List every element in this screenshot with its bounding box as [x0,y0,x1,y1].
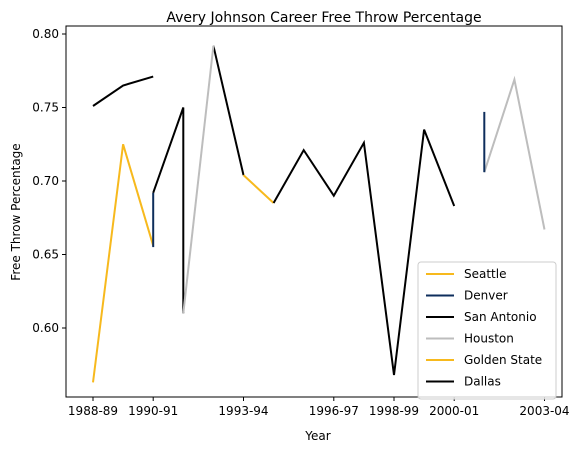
legend-entry: Seattle [464,267,506,281]
extra-line-1 [212,45,245,176]
x-tick-label: 2003-04 [519,404,569,418]
series-line-san-antonio [152,107,185,314]
y-tick-label: 0.75 [32,101,59,115]
legend-entry: San Antonio [464,310,537,324]
legend-entry: Golden State [464,353,542,367]
x-tick-label: 1993-94 [218,404,268,418]
series-line-seattle [92,144,155,383]
x-tick-label: 1988-89 [68,404,118,418]
extra-line-0 [92,75,154,107]
x-tick-label: 1996-97 [309,404,359,418]
y-axis-ticks: 0.60 0.65 0.70 0.75 0.80 [32,27,66,335]
series-line-golden-state [242,174,275,204]
y-tick-label: 0.70 [32,174,59,188]
y-axis-label: Free Throw Percentage [9,143,23,280]
legend-entry: Houston [464,332,514,346]
legend-entry: Denver [464,289,508,303]
y-tick-label: 0.65 [32,248,59,262]
x-tick-label: 1990-91 [128,404,178,418]
x-tick-label: 2000-01 [429,404,479,418]
series-line-houston [182,45,215,314]
extra-line-2 [483,75,546,230]
legend-entry: Dallas [464,375,501,389]
y-tick-label: 0.80 [32,27,59,41]
plot-lines [92,45,546,383]
x-axis-ticks: 1988-89 1990-91 1993-94 1996-97 1998-99 2000-… [68,397,570,418]
series-line-dallas [272,129,456,376]
x-axis-label: Year [304,429,330,443]
chart-title: Avery Johnson Career Free Throw Percenta… [166,10,481,26]
x-tick-label: 1998-99 [369,404,419,418]
legend: Seattle Denver San Antonio Houston Golden St… [417,261,557,400]
y-tick-label: 0.60 [32,321,59,335]
plot-frame [65,25,563,398]
